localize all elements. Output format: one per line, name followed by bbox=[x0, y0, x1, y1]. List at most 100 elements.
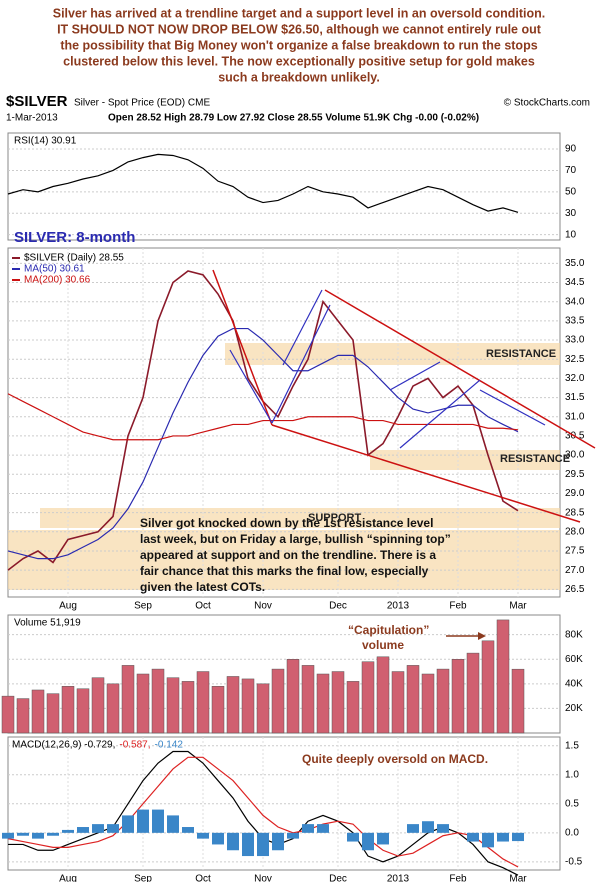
x-tick-label: Nov bbox=[254, 874, 272, 882]
y-tick-label: 31.5 bbox=[565, 392, 585, 403]
bar bbox=[151, 668, 165, 734]
trendline bbox=[212, 269, 273, 426]
bar bbox=[346, 681, 360, 734]
bar bbox=[317, 824, 329, 833]
bar bbox=[152, 809, 164, 833]
bar bbox=[107, 824, 119, 833]
bar bbox=[61, 686, 75, 734]
x-tick-label: 2013 bbox=[387, 601, 410, 612]
y-tick-label: 29.5 bbox=[565, 469, 585, 480]
bar bbox=[286, 659, 300, 734]
bar bbox=[272, 832, 284, 851]
bar bbox=[181, 681, 195, 734]
y-tick-label: 33.0 bbox=[565, 335, 585, 346]
callout-line: last week, but on Friday a large, bullis… bbox=[140, 532, 451, 546]
date: 1-Mar-2013 bbox=[6, 113, 58, 124]
x-tick-label: 2013 bbox=[387, 874, 410, 882]
bar bbox=[77, 827, 89, 833]
y-tick-label: 30 bbox=[565, 208, 577, 219]
bar bbox=[122, 815, 134, 833]
bar bbox=[137, 809, 149, 833]
series-line bbox=[7, 327, 519, 560]
channel-line bbox=[271, 304, 331, 424]
y-tick-label: 28.0 bbox=[565, 526, 585, 537]
trendline bbox=[324, 289, 596, 449]
quote: Open 28.52 High 28.79 Low 27.92 Close 28… bbox=[108, 113, 479, 124]
y-tick-label: 70 bbox=[565, 165, 577, 176]
x-tick-label: Aug bbox=[59, 601, 77, 612]
support-label: SUPPORT bbox=[308, 512, 361, 524]
x-tick-label: Aug bbox=[59, 874, 77, 882]
series-line bbox=[7, 393, 519, 441]
price-panel bbox=[7, 247, 561, 598]
bar bbox=[467, 832, 479, 842]
bar bbox=[497, 832, 509, 842]
bar bbox=[376, 656, 390, 734]
y-tick-label: 27.0 bbox=[565, 565, 585, 576]
bar bbox=[482, 832, 494, 848]
bar bbox=[496, 619, 510, 734]
callout-line: given the latest COTs. bbox=[140, 580, 265, 594]
callout-line: appeared at support and on the trendline… bbox=[140, 548, 436, 562]
y-tick-label: 1.0 bbox=[565, 769, 579, 780]
bar bbox=[16, 698, 30, 734]
bar bbox=[211, 686, 225, 734]
y-tick-label: 34.5 bbox=[565, 277, 585, 288]
y-tick-label: 32.0 bbox=[565, 373, 585, 384]
channel-line bbox=[399, 379, 481, 449]
y-tick-label: 1.5 bbox=[565, 740, 579, 751]
y-tick-label: 10 bbox=[565, 229, 577, 240]
x-tick-label: Nov bbox=[254, 601, 272, 612]
bar bbox=[436, 668, 450, 734]
bar bbox=[377, 832, 389, 845]
legend-entry: -0.587, bbox=[119, 740, 150, 751]
y-tick-label: 31.0 bbox=[565, 411, 585, 422]
x-tick-label: Oct bbox=[195, 874, 211, 882]
y-tick-label: 32.5 bbox=[565, 354, 585, 365]
bar bbox=[166, 677, 180, 734]
y-tick-label: 90 bbox=[565, 144, 577, 155]
legend-entry: $SILVER (Daily) 28.55 bbox=[24, 253, 124, 264]
rsi-panel bbox=[7, 132, 561, 241]
macd-note: Quite deeply oversold on MACD. bbox=[302, 752, 488, 766]
bar bbox=[121, 665, 135, 734]
bar bbox=[17, 832, 29, 836]
bar bbox=[316, 673, 330, 734]
y-tick-label: 26.5 bbox=[565, 584, 585, 595]
legend-entry: MACD(12,26,9) -0.729, bbox=[12, 740, 115, 751]
x-tick-label: Dec bbox=[329, 601, 347, 612]
x-tick-label: Dec bbox=[329, 874, 347, 882]
y-tick-label: 35.0 bbox=[565, 258, 585, 269]
x-tick-label: Oct bbox=[195, 601, 211, 612]
bar bbox=[242, 832, 254, 857]
y-tick-label: 60K bbox=[565, 654, 583, 665]
bar bbox=[197, 832, 209, 839]
bar bbox=[391, 671, 405, 734]
bar bbox=[271, 668, 285, 734]
y-tick-label: 0.5 bbox=[565, 798, 579, 809]
bar bbox=[182, 827, 194, 833]
bar bbox=[422, 821, 434, 833]
y-tick-label: 33.5 bbox=[565, 316, 585, 327]
bar bbox=[361, 661, 375, 734]
channel-line bbox=[229, 349, 273, 424]
bar bbox=[406, 665, 420, 734]
legend-entry: RSI(14) 30.91 bbox=[14, 136, 77, 147]
bar bbox=[31, 689, 45, 734]
note-line: IT SHOULD NOT NOW DROP BELOW $26.50, alt… bbox=[57, 22, 542, 36]
bar bbox=[46, 693, 60, 734]
channel-line bbox=[389, 361, 441, 391]
bar bbox=[466, 652, 480, 734]
note-line: clustered below this level. The now exce… bbox=[63, 54, 535, 68]
bar bbox=[32, 832, 44, 839]
x-tick-label: Sep bbox=[134, 601, 152, 612]
credit: © StockCharts.com bbox=[504, 98, 590, 109]
note-line: Silver has arrived at a trendline target… bbox=[53, 6, 546, 20]
volume-note: volume bbox=[362, 638, 404, 652]
bar bbox=[437, 824, 449, 833]
y-tick-label: -0.5 bbox=[565, 857, 583, 868]
instrument-name: Silver - Spot Price (EOD) CME bbox=[74, 98, 210, 109]
bar bbox=[331, 671, 345, 734]
bar bbox=[347, 832, 359, 842]
bar bbox=[227, 832, 239, 851]
